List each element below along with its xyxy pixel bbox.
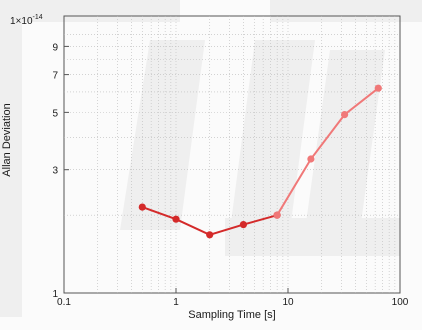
x-tick-label: 100: [392, 297, 409, 308]
x-tick-label: 1: [173, 297, 179, 308]
series-line-2: [276, 87, 379, 216]
x-axis: 0.1 1 10 100: [57, 288, 409, 308]
watermark: [0, 0, 422, 317]
grid: [64, 16, 400, 293]
data-point: [172, 215, 180, 223]
data-point: [307, 155, 315, 163]
y-tick-label: 1: [52, 289, 58, 300]
data-point: [138, 203, 146, 211]
x-tick-label: 0.1: [57, 297, 71, 308]
y-tick-label: 9: [52, 42, 58, 53]
y-tick-label: 7: [52, 71, 58, 82]
data-point: [206, 231, 214, 239]
x-axis-label: Sampling Time [s]: [188, 309, 275, 321]
y-tick-label: 5: [52, 108, 58, 119]
data-point: [374, 84, 382, 92]
data-point: [341, 111, 349, 119]
plot-area: [63, 15, 401, 294]
x-tick-label: 10: [282, 297, 294, 308]
y-multiplier-label: 1×10-14: [10, 14, 43, 27]
y-multiplier-exponent: -14: [33, 14, 43, 21]
y-axis: 1 3 5 7 9: [52, 42, 69, 300]
data-point: [273, 211, 281, 219]
y-tick-label: 3: [52, 166, 58, 177]
series-layer: [138, 84, 382, 239]
data-point: [239, 221, 247, 229]
y-axis-label: Allan Deviation: [1, 103, 13, 176]
